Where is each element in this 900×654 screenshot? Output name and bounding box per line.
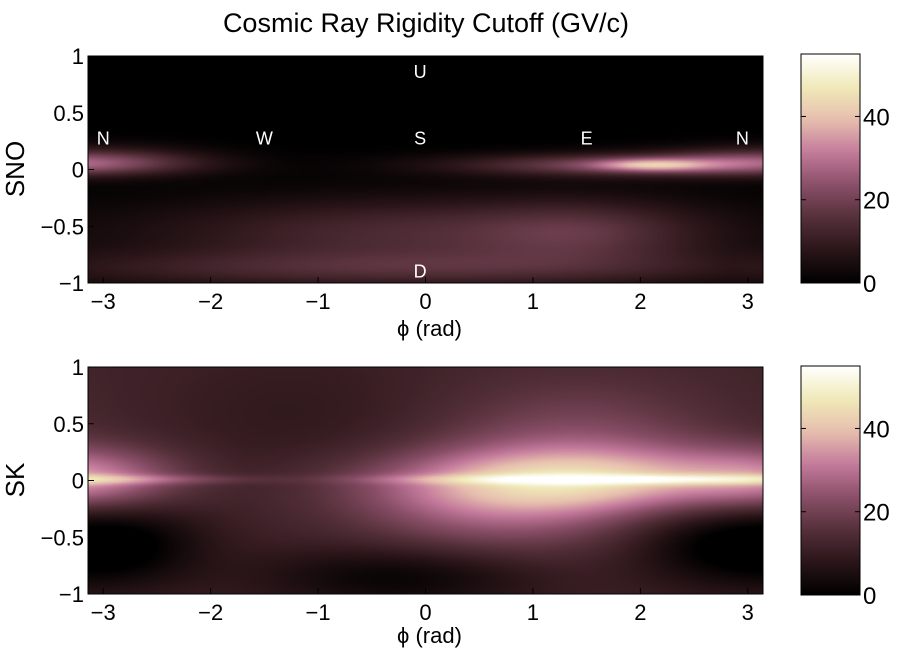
sno-y-tick-label: −0.5 (41, 214, 84, 239)
figure-title: Cosmic Ray Rigidity Cutoff (GV/c) (223, 8, 629, 38)
sk-x-tick-label: 2 (634, 600, 646, 625)
sk-panel: −3 −2 −1 0 1 2 3 1 0.5 0 −0.5 −1 ϕ (rad) SK 40 20 0 (0, 355, 890, 648)
sk-colorbar-tick-label: 40 (863, 416, 890, 443)
sk-x-tick-label: −2 (198, 600, 223, 625)
sk-y-tick-label: −0.5 (41, 525, 84, 550)
sk-x-tick-label: −1 (306, 600, 331, 625)
sk-y-axis-label: SK (0, 462, 30, 497)
sno-heatmap-image (88, 56, 763, 283)
sno-y-tick-label: 0 (72, 158, 84, 183)
sk-colorbar (800, 365, 861, 596)
sno-y-tick-label: 0.5 (53, 101, 84, 126)
sno-direction-label-d: D (414, 262, 427, 282)
sno-direction-label-e: E (581, 129, 593, 149)
sk-y-tick-label: 1 (72, 355, 84, 380)
sno-y-tick-label: −1 (59, 271, 84, 296)
sk-y-tick-label: 0.5 (53, 412, 84, 437)
sno-colorbar-tick-label: 20 (863, 188, 890, 215)
sno-x-tick-label: 3 (742, 289, 754, 314)
sk-y-tick-label: −1 (59, 582, 84, 607)
sno-x-tick-label: −2 (198, 289, 223, 314)
sno-direction-label-n: N (97, 129, 110, 149)
sno-direction-label-u: U (414, 62, 427, 82)
sno-x-tick-label: −1 (306, 289, 331, 314)
sno-colorbar-tick-label: 0 (863, 271, 876, 298)
sno-x-tick-label: −3 (91, 289, 116, 314)
sno-colorbar-tick-label: 40 (863, 104, 890, 131)
sno-x-tick-label: 1 (527, 289, 539, 314)
sno-x-tick-label: 2 (634, 289, 646, 314)
sno-direction-label-s: S (414, 129, 426, 149)
sno-y-axis-label: SNO (0, 141, 30, 197)
sk-x-axis-label: ϕ (rad) (397, 623, 462, 648)
sk-x-tick-label: −3 (91, 600, 116, 625)
sno-x-tick-label: 0 (419, 289, 431, 314)
sk-heatmap-image (88, 367, 763, 594)
sno-direction-label-w: W (256, 129, 273, 149)
sno-colorbar (800, 53, 861, 284)
sk-x-tick-label: 3 (742, 600, 754, 625)
sk-x-tick-label: 0 (419, 600, 431, 625)
sk-x-tick-label: 1 (527, 600, 539, 625)
sno-x-axis-label: ϕ (rad) (397, 316, 462, 341)
sno-panel: −3 −2 −1 0 1 2 3 1 0.5 0 −0.5 −1 ϕ (rad) SNO N W S E N U D 40… (0, 44, 890, 341)
sk-colorbar-tick-label: 20 (863, 500, 890, 527)
sk-y-tick-label: 0 (72, 469, 84, 494)
sno-direction-label-n: N (736, 129, 749, 149)
sno-y-tick-label: 1 (72, 44, 84, 69)
sk-colorbar-tick-label: 0 (863, 583, 876, 610)
